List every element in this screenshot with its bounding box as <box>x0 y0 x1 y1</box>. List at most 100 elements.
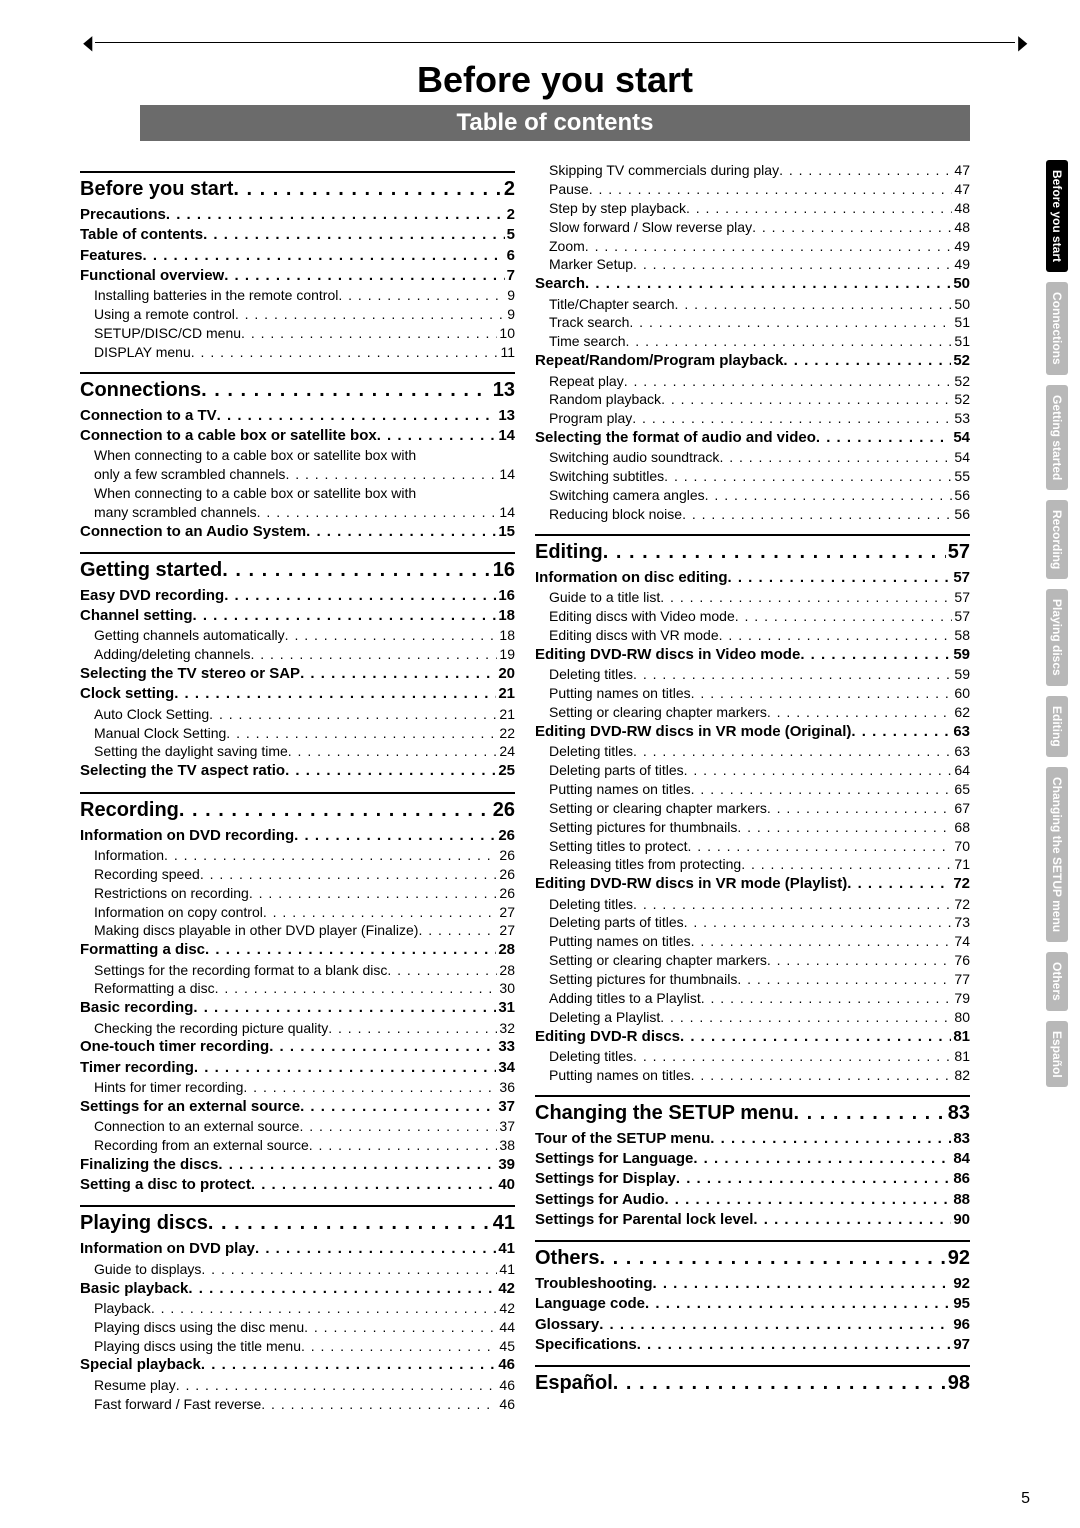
toc-label: Timer recording <box>80 1058 194 1078</box>
toc-label: Marker Setup <box>549 255 633 274</box>
toc-page: 49 <box>952 237 970 256</box>
toc-label: Table of contents <box>80 225 203 245</box>
toc-page: 52 <box>952 390 970 409</box>
toc-dots <box>193 606 497 626</box>
toc-label: Editing <box>535 539 603 566</box>
toc-entry: Putting names on titles60 <box>549 684 970 703</box>
toc-label: Setting pictures for thumbnails <box>549 970 737 989</box>
toc-entry: Repeat/Random/Program playback52 <box>535 351 970 371</box>
toc-entry: When connecting to a cable box or satell… <box>94 446 515 465</box>
toc-entry: Program play53 <box>549 409 970 428</box>
toc-dots <box>203 225 505 245</box>
toc-entry: Putting names on titles74 <box>549 932 970 951</box>
toc-page: 46 <box>496 1355 515 1375</box>
toc-label: Changing the SETUP menu <box>535 1100 794 1127</box>
toc-label: many scrambled channels <box>94 503 257 522</box>
toc-dots <box>285 761 496 781</box>
toc-entry: Setting or clearing chapter markers67 <box>549 799 970 818</box>
toc-label: Information on copy control <box>94 903 263 922</box>
toc-label: Getting started <box>80 557 222 584</box>
toc-page: 26 <box>497 846 515 865</box>
toc-label: Before you start <box>80 176 233 203</box>
side-tab[interactable]: Español <box>1046 1021 1068 1088</box>
toc-entry: Resume play46 <box>94 1376 515 1395</box>
toc-dots <box>224 586 496 606</box>
toc-dots <box>752 218 952 237</box>
toc-page: 46 <box>497 1376 515 1395</box>
toc-dots <box>779 161 952 180</box>
toc-page: 33 <box>496 1037 515 1057</box>
toc-page: 37 <box>496 1097 515 1117</box>
toc-label: Zoom <box>549 237 585 256</box>
toc-label: DISPLAY menu <box>94 343 191 362</box>
side-tab[interactable]: Getting started <box>1046 385 1068 490</box>
side-tab[interactable]: Playing discs <box>1046 589 1068 686</box>
toc-dots <box>306 522 496 542</box>
toc-entry: Connection to a cable box or satellite b… <box>80 426 515 446</box>
toc-entry: Time search51 <box>549 332 970 351</box>
section-rule <box>80 552 515 554</box>
toc-entry: Basic recording31 <box>80 998 515 1018</box>
side-tab[interactable]: Editing <box>1046 696 1068 757</box>
toc-page: 30 <box>497 979 515 998</box>
toc-label: Finalizing the discs <box>80 1155 218 1175</box>
toc-entry-wrap: many scrambled channels14 <box>94 503 515 522</box>
toc-label: Settings for the recording format to a b… <box>94 961 387 980</box>
toc-label: Connection to a cable box or satellite b… <box>80 426 377 446</box>
toc-label: only a few scrambled channels <box>94 465 285 484</box>
toc-label: Skipping TV commercials during play <box>549 161 779 180</box>
toc-dots <box>143 246 505 266</box>
toc-entry: Switching subtitles55 <box>549 467 970 486</box>
toc-dots <box>304 1318 497 1337</box>
toc-page: 48 <box>952 199 970 218</box>
side-tab[interactable]: Connections <box>1046 282 1068 375</box>
side-tab[interactable]: Recording <box>1046 500 1068 579</box>
toc-page: 52 <box>952 372 970 391</box>
toc-entry: Guide to displays41 <box>94 1260 515 1279</box>
toc-entry: Adding/deleting channels19 <box>94 645 515 664</box>
toc-label: Clock setting <box>80 684 174 704</box>
toc-page: 70 <box>952 837 970 856</box>
toc-dots <box>660 588 952 607</box>
toc-dots <box>693 1149 951 1169</box>
toc-dots <box>682 505 952 524</box>
page-number: 5 <box>1021 1490 1030 1508</box>
toc-dots <box>633 895 952 914</box>
toc-page: 68 <box>952 818 970 837</box>
toc-dots <box>269 1037 496 1057</box>
toc-label: Recording speed <box>94 865 200 884</box>
toc-entry: Editing DVD-R discs81 <box>535 1027 970 1047</box>
toc-dots <box>585 237 953 256</box>
toc-dots <box>164 846 497 865</box>
toc-entry: Setting titles to protect70 <box>549 837 970 856</box>
side-tab[interactable]: Changing the SETUP menu <box>1046 767 1068 942</box>
toc-dots <box>624 372 953 391</box>
side-tab[interactable]: Others <box>1046 952 1068 1011</box>
toc-page: 71 <box>952 855 970 874</box>
toc-page: 5 <box>505 225 515 245</box>
toc-dots <box>261 1395 497 1414</box>
toc-dots <box>166 205 505 225</box>
toc-dots <box>257 503 498 522</box>
toc-page: 51 <box>952 313 970 332</box>
header: ◀ ▶ Before you start Table of contents <box>80 30 1030 141</box>
toc-dots <box>218 1155 496 1175</box>
toc-entry: Hints for timer recording36 <box>94 1078 515 1097</box>
toc-dots <box>633 1047 952 1066</box>
toc-dots <box>767 703 953 722</box>
toc-dots <box>691 780 953 799</box>
toc-entry: Pause47 <box>549 180 970 199</box>
toc-label: Special playback <box>80 1355 201 1375</box>
toc-label: Putting names on titles <box>549 932 691 951</box>
toc-label: Español <box>535 1370 613 1397</box>
toc-label: Deleting parts of titles <box>549 913 684 932</box>
toc-page: 13 <box>491 377 515 404</box>
toc-label: Setting or clearing chapter markers <box>549 703 767 722</box>
toc-entry: Deleting titles59 <box>549 665 970 684</box>
toc-label: Auto Clock Setting <box>94 705 209 724</box>
section-rule <box>535 1365 970 1367</box>
toc-page: 24 <box>497 742 515 761</box>
toc-label: Settings for Audio <box>535 1190 664 1210</box>
side-tab[interactable]: Before you start <box>1046 160 1068 272</box>
toc-label: Guide to displays <box>94 1260 201 1279</box>
